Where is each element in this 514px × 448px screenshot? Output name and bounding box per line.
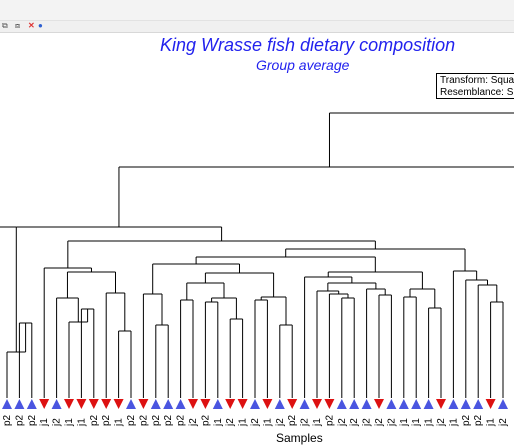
leaf-tick-label: j2 (436, 418, 447, 427)
leaf-marker (386, 399, 397, 409)
leaf-tick-label: j2 (362, 418, 373, 427)
leaf-tick-label: j2 (386, 418, 397, 427)
leaf-marker (51, 399, 62, 409)
leaf-marker (398, 399, 409, 409)
leaf-marker (312, 399, 322, 409)
leaf-marker (126, 399, 136, 409)
paste-icon[interactable]: ⧈ (15, 21, 21, 30)
leaf-marker (2, 399, 12, 409)
info-line-transform: Transform: Squa (440, 75, 514, 86)
leaf-tick-label: j1 (262, 418, 273, 427)
leaf-marker (287, 399, 298, 409)
copy-icon[interactable]: ⧉ (2, 21, 8, 30)
leaf-marker (299, 399, 310, 409)
leaf-marker (150, 399, 161, 409)
leaf-tick-label: j1 (399, 418, 410, 427)
leaf-marker (175, 399, 186, 409)
leaf-tick-label: j1 (213, 418, 224, 427)
leaf-marker (188, 399, 198, 409)
toolbar: ⧉ ⧈ ✕ ● (0, 0, 514, 33)
leaf-marker (200, 399, 211, 409)
leaf-tick-label: p2 (473, 414, 484, 426)
leaf-tick-label: p2 (2, 414, 13, 426)
leaf-tick-label: j2 (374, 418, 385, 427)
leaf-tick-label: j2 (188, 418, 199, 427)
leaf-marker (498, 399, 508, 409)
leaf-marker (113, 399, 124, 409)
leaf-marker (448, 399, 459, 409)
close-icon[interactable]: ✕ (28, 21, 35, 30)
leaf-tick-label: j1 (312, 418, 323, 427)
leaf-tick-label: j1 (411, 418, 422, 427)
leaf-tick-label: j2 (498, 418, 509, 427)
leaf-marker (473, 399, 484, 409)
leaf-marker (411, 399, 422, 409)
leaf-tick-label: p2 (151, 414, 162, 426)
leaf-marker (225, 399, 236, 409)
leaf-tick-label: j2 (337, 418, 348, 427)
chart-title: King Wrasse fish dietary composition (160, 35, 456, 55)
leaf-tick-label: j1 (76, 418, 87, 427)
leaf-marker (460, 399, 471, 409)
leaf-marker (436, 399, 446, 409)
leaf-tick-label: p2 (126, 414, 137, 426)
leaf-marker (76, 399, 87, 409)
info-box: Transform: Squa Resemblance: S (436, 73, 514, 99)
leaf-tick-label: j1 (39, 418, 50, 427)
leaf-tick-label: j2 (250, 418, 261, 427)
leaf-tick-label: p2 (163, 414, 174, 426)
window-strip (0, 0, 514, 21)
leaf-tick-label: j1 (114, 418, 125, 427)
leaf-marker (485, 399, 496, 409)
info-line-resemblance: Resemblance: S (440, 87, 514, 98)
x-axis-label: Samples (276, 431, 323, 445)
chart-subtitle: Group average (256, 57, 350, 73)
leaf-marker (274, 399, 285, 409)
leaf-tick-label: p2 (14, 414, 25, 426)
leaf-tick-label: j2 (300, 418, 311, 427)
leaf-tick-label: j1 (424, 418, 435, 427)
leaf-marker (64, 399, 74, 409)
leaf-marker (361, 399, 372, 409)
leaf-tick-label: j1 (448, 418, 459, 427)
leaf-marker (324, 399, 335, 409)
leaf-tick-label: p2 (461, 414, 472, 426)
leaf-tick-label: p2 (200, 414, 211, 426)
leaf-tick-label: p2 (27, 414, 38, 426)
help-icon[interactable]: ● (38, 21, 43, 30)
leaf-marker (212, 399, 223, 409)
leaf-tick-label: j1 (486, 418, 497, 427)
leaf-tick-label: j2 (275, 418, 286, 427)
leaf-marker (88, 399, 99, 409)
leaf-tick-label: j1 (238, 418, 249, 427)
leaf-marker (101, 399, 112, 409)
leaf-marker (423, 399, 434, 409)
leaf-tick-label: p2 (176, 414, 187, 426)
leaf-marker (237, 399, 248, 409)
leaf-tick-label: p2 (287, 414, 298, 426)
leaf-tick-label: j2 (225, 418, 236, 427)
leaf-marker (39, 399, 50, 409)
leaf-tick-label: p2 (89, 414, 100, 426)
leaf-marker (262, 399, 273, 409)
leaf-marker (14, 399, 25, 409)
leaf-tick-label: j2 (349, 418, 360, 427)
leaf-marker (163, 399, 174, 409)
leaf-tick-label: p2 (138, 414, 149, 426)
leaf-marker (26, 399, 37, 409)
leaf-tick-label: p2 (101, 414, 112, 426)
leaf-marker (349, 399, 360, 409)
leaf-tick-label: j1 (64, 418, 75, 427)
leaf-tick-label: j2 (52, 418, 63, 427)
leaf-marker (374, 399, 384, 409)
leaf-marker (336, 399, 347, 409)
leaf-tick-label: p2 (324, 414, 335, 426)
leaf-marker (138, 399, 149, 409)
leaf-marker (250, 399, 260, 409)
